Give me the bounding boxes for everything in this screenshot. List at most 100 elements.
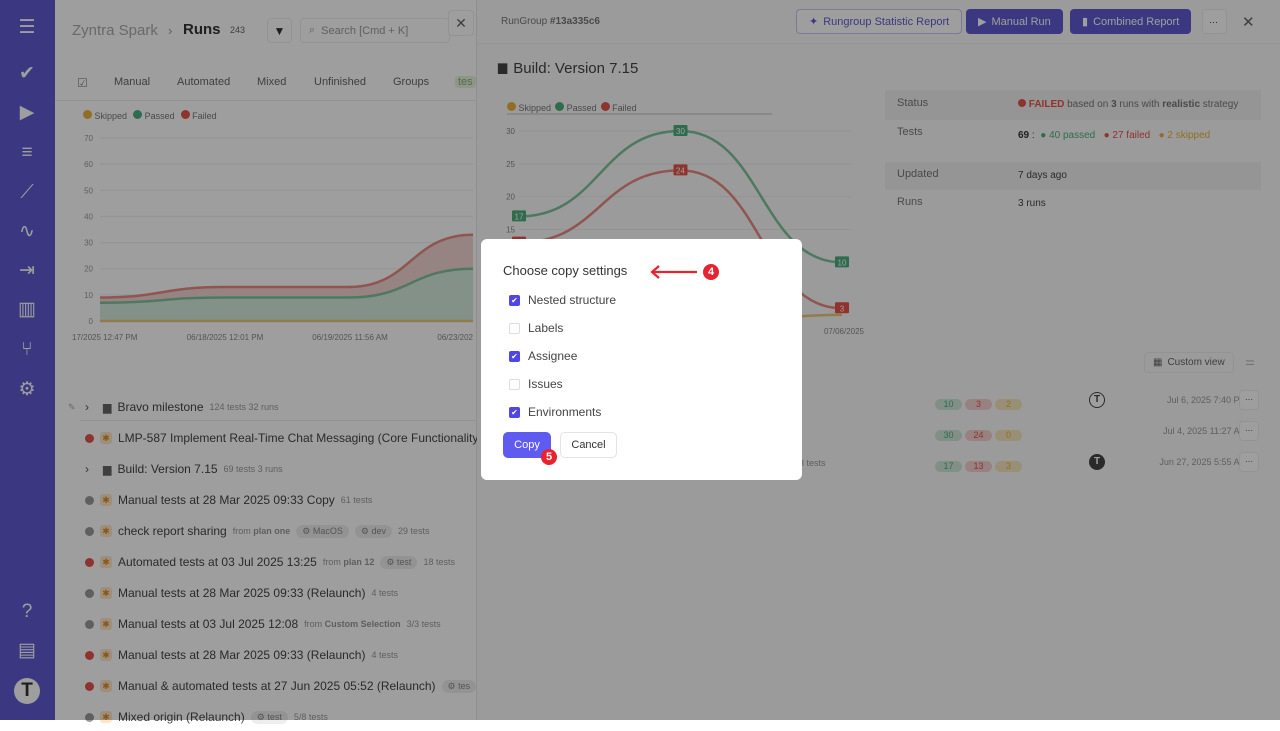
run-list-item[interactable]: ✱ check report sharing from plan one ⚙ MacO… (85, 517, 429, 545)
run-more-button[interactable]: ··· (1239, 421, 1259, 441)
status-icon (85, 557, 94, 567)
run-from: from plan 12 (322, 557, 375, 567)
close-icon[interactable]: ✕ (448, 10, 474, 36)
run-list-item[interactable]: › ▆ Build: Version 7.15 69 tests 3 runs (85, 455, 283, 483)
checkbox[interactable] (509, 378, 520, 390)
run-date: Jul 4, 2025 11:27 AM (1163, 426, 1247, 436)
count-pill: 17 (935, 461, 962, 472)
legend-passed: Passed (144, 111, 175, 121)
run-title: Bravo milestone (117, 400, 204, 414)
manual-run-button[interactable]: ▶ Manual Run (966, 9, 1063, 34)
steps-icon[interactable]: ⟋ (20, 182, 34, 203)
run-meta: 3/3 tests (406, 619, 441, 629)
custom-view-button[interactable]: ▦ Custom view (1144, 352, 1234, 373)
menu-icon[interactable]: ☰ (18, 17, 36, 38)
tab-manual[interactable]: Manual (114, 76, 151, 88)
run-more-button[interactable]: ··· (1239, 452, 1259, 472)
filter-icon: ▼ (273, 24, 286, 38)
passed-line (99, 267, 474, 304)
info-status: Status FAILED based on 3 runs with reali… (885, 90, 1261, 120)
run-date: Jun 27, 2025 5:55 AM (1159, 457, 1247, 467)
failed-data-label: 24 (676, 166, 685, 175)
search-input[interactable]: ⌕ Search [Cmd + K] (300, 18, 450, 43)
branch-icon[interactable]: ⑂ (21, 339, 33, 360)
close-icon[interactable]: ✕ (1242, 14, 1255, 31)
chart-legend: Skipped Passed Failed (507, 102, 637, 113)
run-meta: 124 tests 32 runs (209, 402, 279, 412)
tab-label-filter[interactable]: tes (455, 76, 476, 88)
environment-chip: ⚙ tes (441, 679, 477, 693)
gear-icon[interactable]: ⚙ (18, 379, 36, 400)
run-date: Jul 6, 2025 7:40 PM (1166, 395, 1247, 405)
import-icon[interactable]: ⇥ (19, 260, 35, 281)
option-labels[interactable]: Labels (509, 321, 563, 335)
sliders-icon[interactable]: ⚌ (1245, 356, 1255, 368)
runs-value: 3 runs (1018, 198, 1046, 209)
run-list-item[interactable]: ✱ Automated tests at 03 Jul 2025 13:25 fro… (85, 548, 455, 576)
more-button[interactable]: ··· (1202, 9, 1227, 34)
run-meta: 4 tests (371, 650, 398, 660)
tab-automated[interactable]: Automated (177, 76, 231, 88)
passed-area (100, 268, 473, 321)
run-list-item[interactable]: ✱ Manual tests at 28 Mar 2025 09:33 (Rela… (85, 641, 398, 669)
count-pill: 2 (995, 399, 1022, 410)
legend-failed: Failed (192, 111, 217, 121)
run-more-button[interactable]: ··· (1239, 390, 1259, 410)
option-environments[interactable]: ✔ Environments (509, 405, 601, 419)
play-icon[interactable]: ▶ (19, 102, 35, 123)
run-list-item[interactable]: ✱ Manual & automated tests at 27 Jun 2025… (85, 672, 477, 700)
check-icon[interactable]: ✔ (19, 63, 35, 84)
help-icon[interactable]: ? (21, 601, 33, 622)
run-list-item[interactable]: ✎ › ▆ Bravo milestone 124 tests 32 runs (68, 393, 279, 421)
annotation-arrow (649, 265, 697, 279)
x-tick-label: 06/19/2025 11:56 AM (312, 333, 388, 342)
search-placeholder: Search [Cmd + K] (321, 24, 409, 37)
x-tick-label: 17/2025 12:47 PM (72, 333, 138, 342)
count-pill: 3 (965, 399, 992, 410)
run-title: Manual tests at 28 Mar 2025 09:33 (Relau… (118, 648, 366, 662)
chevron-right-icon[interactable]: › (85, 462, 89, 476)
y-tick-label: 10 (84, 291, 93, 300)
annotation-badge-5: 5 (541, 449, 557, 465)
chevron-right-icon[interactable]: › (85, 400, 89, 414)
option-nested-structure[interactable]: ✔ Nested structure (509, 293, 616, 307)
breadcrumb-project[interactable]: Zyntra Spark (72, 22, 158, 39)
pin-icon[interactable]: ✎ (68, 401, 76, 412)
tab-groups[interactable]: Groups (393, 76, 430, 88)
count-pill: 0 (995, 430, 1022, 441)
option-label: Assignee (528, 349, 578, 363)
option-assignee[interactable]: ✔ Assignee (509, 349, 577, 363)
statistic-report-label: Rungroup Statistic Report (823, 15, 950, 28)
checkbox[interactable]: ✔ (509, 406, 520, 418)
folders-icon[interactable]: ▤ (18, 640, 36, 661)
run-title: Manual & automated tests at 27 Jun 2025 … (118, 679, 436, 693)
count-pill: 3 (995, 461, 1022, 472)
combined-report-button[interactable]: ▮ Combined Report (1070, 9, 1192, 34)
cancel-button[interactable]: Cancel (560, 432, 617, 458)
analytics-icon[interactable]: ▥ (18, 299, 36, 320)
custom-view-label: Custom view (1167, 357, 1225, 368)
run-list-item[interactable]: ✱ Manual tests at 03 Jul 2025 12:08 from C… (85, 610, 441, 638)
option-issues[interactable]: Issues (509, 377, 563, 391)
filter-button[interactable]: ▼ (267, 18, 292, 43)
run-title: Automated tests at 03 Jul 2025 13:25 (118, 555, 317, 569)
info-runs: Runs 3 runs (885, 190, 1261, 218)
pulse-icon[interactable]: ∿ (19, 221, 35, 242)
checkbox[interactable]: ✔ (509, 294, 520, 306)
tab-unfinished[interactable]: Unfinished (314, 76, 366, 88)
tab-mixed[interactable]: Mixed (257, 76, 287, 88)
checkbox[interactable]: ✔ (509, 350, 520, 362)
avatar-icon[interactable]: T (14, 678, 40, 704)
info-updated: Updated 7 days ago (885, 162, 1261, 190)
run-list-item[interactable]: ✱ LMP-587 Implement Real-Time Chat Messag… (85, 424, 482, 452)
checkbox[interactable] (509, 322, 520, 334)
count-pill: 13 (965, 461, 992, 472)
list-check-icon[interactable]: ≡ (21, 142, 33, 163)
run-list-item[interactable]: ✱ Manual tests at 28 Mar 2025 09:33 (Rela… (85, 579, 398, 607)
runid-label: RunGroup (501, 16, 548, 27)
select-all-icon[interactable]: ☑ (77, 76, 88, 90)
run-from: from plan one (232, 526, 291, 536)
run-list-item[interactable]: ✱ Manual tests at 28 Mar 2025 09:33 Copy 6… (85, 486, 372, 514)
runid: #13a335c6 (549, 16, 600, 27)
statistic-report-button[interactable]: ✦ Rungroup Statistic Report (796, 9, 963, 34)
